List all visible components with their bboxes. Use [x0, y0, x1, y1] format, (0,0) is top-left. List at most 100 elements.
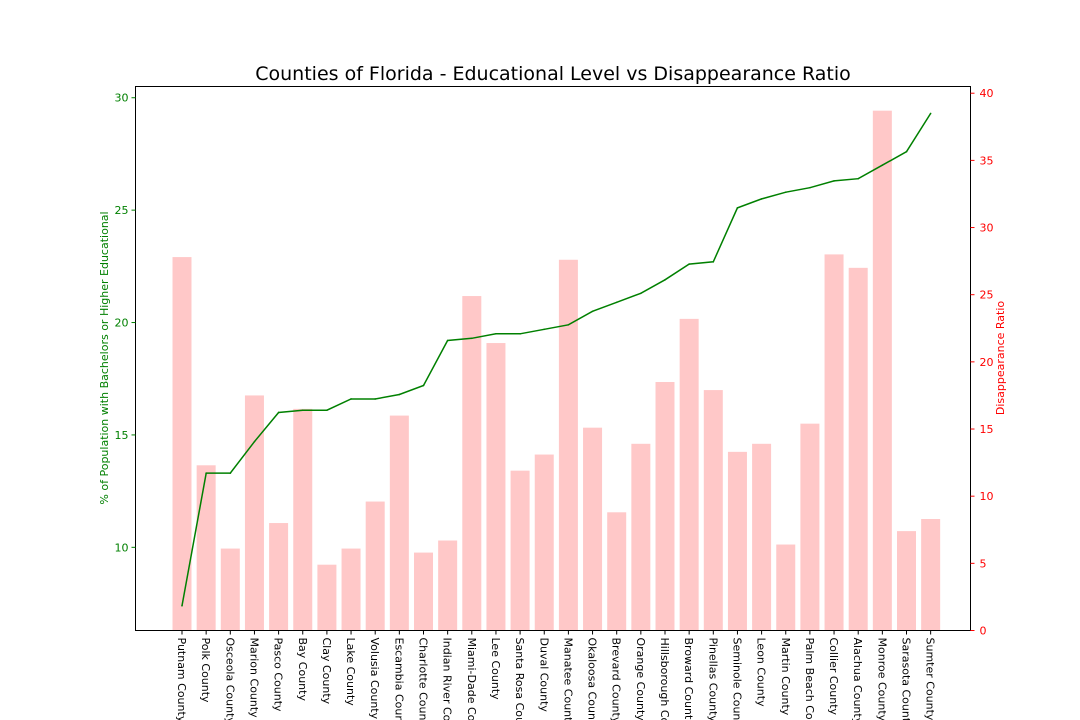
line-point — [181, 604, 183, 607]
y-tick-label: 15 — [115, 429, 129, 442]
x-tick-label: Palm Beach County — [803, 638, 816, 720]
x-tick-label: Orange County — [634, 638, 647, 720]
bar — [414, 552, 433, 631]
line-point — [277, 411, 280, 414]
bar — [679, 318, 699, 631]
x-tick-label: Sarasota County — [900, 638, 913, 720]
bar — [752, 443, 772, 631]
x-tick-label: Manatee County — [561, 638, 574, 720]
x-tick-label: Broward County — [682, 638, 695, 720]
y2-tick-label: 0 — [980, 625, 987, 638]
line-point — [519, 332, 521, 335]
bar — [776, 544, 796, 631]
y2-tick-label: 25 — [980, 289, 994, 302]
x-tick-label: Brevard County — [610, 638, 623, 720]
line-point — [446, 339, 449, 342]
line-point — [905, 150, 908, 153]
x-tick-label: Lake County — [344, 638, 357, 707]
chart-title: Counties of Florida - Educational Level … — [255, 63, 851, 85]
x-tick-label: Monroe County — [875, 638, 888, 720]
x-tick-label: Putnam County — [175, 638, 188, 720]
line-point — [809, 186, 811, 189]
y-tick-label: 25 — [115, 204, 129, 217]
bar — [220, 548, 240, 631]
line-point — [471, 337, 473, 340]
bar — [921, 519, 941, 631]
bar — [341, 548, 361, 631]
bar — [558, 259, 578, 631]
line-point — [591, 310, 594, 313]
y2-tick-label: 15 — [980, 423, 994, 436]
x-tick-label: Leon County — [755, 638, 768, 708]
line-point — [615, 301, 618, 304]
plot-frame — [135, 86, 971, 631]
x-tick-label: Escambia County — [392, 638, 405, 720]
x-tick-label: Charlotte County — [417, 638, 430, 720]
line-point — [712, 261, 715, 263]
x-tick-label: Lee County — [489, 638, 502, 701]
line-path — [181, 113, 932, 606]
left-axis: 10 15 20 25 30 — [115, 92, 136, 554]
line-point — [784, 191, 787, 193]
bar — [703, 390, 723, 631]
bar — [293, 408, 313, 631]
line-point — [301, 409, 304, 412]
x-tick-label: Polk County — [199, 638, 212, 704]
right-axis: 0 5 10 15 20 25 30 35 40 — [970, 87, 994, 638]
bar — [607, 512, 627, 631]
x-tick-label: Clay County — [320, 638, 333, 705]
x-tick-label: Sumter County — [924, 638, 937, 720]
line-point — [350, 398, 352, 400]
line-point — [881, 164, 884, 166]
line-point — [374, 398, 377, 400]
bar — [824, 254, 844, 631]
y2-tick-label: 30 — [980, 222, 994, 235]
bar — [172, 257, 192, 631]
line-point — [760, 198, 763, 200]
x-tick-label: Martin County — [779, 638, 792, 716]
line-point — [543, 328, 546, 331]
bar — [389, 415, 409, 631]
bar — [631, 443, 651, 631]
x-tick-label: Pinellas County — [706, 638, 719, 720]
bar — [534, 454, 554, 631]
bar — [848, 267, 868, 631]
line-point — [229, 472, 232, 474]
x-tick-label: Santa Rosa County — [513, 638, 526, 720]
bar — [438, 540, 458, 631]
bar — [486, 343, 506, 631]
y2-tick-label: 40 — [980, 87, 994, 100]
line-point — [495, 332, 497, 335]
bar — [583, 427, 603, 631]
x-tick-label: Duval County — [537, 638, 550, 713]
y2-tick-label: 10 — [980, 490, 994, 503]
y2-tick-label: 35 — [980, 154, 994, 167]
line-point — [736, 207, 739, 209]
bar-series — [172, 110, 941, 631]
bar — [462, 296, 482, 631]
line-point — [326, 409, 328, 412]
x-tick-label: Volusia County — [368, 638, 381, 720]
y-tick-label: 30 — [115, 92, 129, 105]
line-point — [253, 440, 256, 443]
x-tick-label: Alachua County — [851, 638, 864, 720]
x-tick-label: Seminole County — [730, 638, 743, 720]
line-point — [857, 177, 859, 180]
bar — [800, 423, 820, 631]
line-point — [422, 384, 425, 387]
line-point — [398, 393, 401, 396]
x-tick-label: Miami-Dade County — [465, 638, 478, 720]
line-series — [181, 112, 932, 607]
y2-tick-label: 5 — [980, 557, 987, 570]
bar — [365, 501, 385, 631]
x-tick-label: Collier County — [827, 638, 840, 716]
x-tick-label: Hillsborough County — [658, 638, 671, 720]
y2-axis-label: Disappearance Ratio — [994, 301, 1007, 416]
x-tick-label: Okaloosa County — [586, 638, 599, 720]
bar — [655, 382, 675, 631]
bar — [196, 465, 216, 631]
bar — [244, 395, 264, 631]
bar — [872, 110, 892, 631]
y-tick-label: 20 — [115, 317, 129, 330]
